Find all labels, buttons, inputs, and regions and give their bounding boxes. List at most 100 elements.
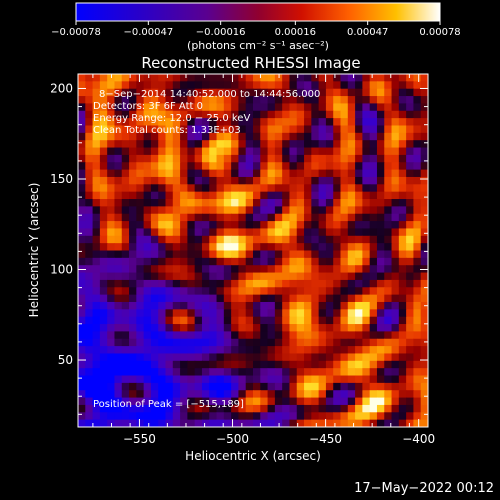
heatmap-cell (78, 162, 86, 171)
heatmap-cell (274, 265, 283, 274)
heatmap-cell (384, 191, 393, 200)
heatmap-cell (289, 294, 298, 303)
heatmap-cell (333, 221, 342, 230)
heatmap-cell (180, 368, 188, 377)
heatmap-cell (107, 294, 116, 303)
heatmap-cell (274, 110, 283, 119)
heatmap-cell (391, 199, 400, 207)
heatmap-cell (231, 243, 240, 252)
heatmap-cell (121, 316, 130, 325)
heatmap-cell (187, 309, 196, 318)
heatmap-cell (296, 199, 305, 207)
heatmap-cell (260, 272, 269, 281)
heatmap-cell (187, 331, 196, 340)
heatmap-cell (362, 338, 371, 347)
heatmap-cell (267, 265, 276, 274)
heatmap-cell (304, 96, 312, 105)
heatmap-cell (282, 404, 291, 413)
heatmap-cell (296, 294, 305, 303)
heatmap-cell (172, 169, 181, 178)
heatmap-cell (304, 74, 312, 82)
heatmap-cell (180, 154, 188, 163)
heatmap-cell (245, 191, 254, 200)
heatmap-cell (347, 346, 356, 355)
heatmap-cell (223, 331, 232, 340)
heatmap-cell (325, 118, 334, 127)
heatmap-cell (333, 162, 342, 171)
heatmap-cell (340, 81, 349, 90)
heatmap-cell (420, 103, 428, 112)
heatmap-cell (223, 228, 232, 237)
x-tick-label: −400 (402, 432, 435, 446)
heatmap-cell (201, 228, 210, 237)
heatmap-cell (143, 287, 152, 296)
heatmap-cell (78, 154, 86, 163)
heatmap-cell (289, 353, 298, 362)
heatmap-cell (391, 265, 400, 274)
heatmap-cell (180, 103, 188, 112)
heatmap-cell (282, 132, 291, 141)
heatmap-cell (296, 81, 305, 90)
heatmap-cell (296, 147, 305, 156)
heatmap-cell (311, 228, 320, 237)
heatmap-cell (325, 324, 334, 332)
heatmap-cell (158, 74, 167, 82)
heatmap-cell (209, 140, 218, 149)
heatmap-cell (325, 257, 334, 266)
heatmap-cell (355, 132, 363, 141)
heatmap-cell (194, 279, 203, 288)
heatmap-cell (223, 213, 232, 222)
heatmap-cell (107, 309, 116, 318)
heatmap-cell (376, 213, 385, 222)
heatmap-cell (398, 375, 407, 384)
heatmap-cell (107, 81, 116, 90)
heatmap-cell (267, 397, 276, 406)
heatmap-cell (253, 110, 261, 119)
heatmap-cell (165, 110, 174, 119)
heatmap-cell (78, 88, 86, 97)
heatmap-cell (289, 221, 298, 230)
heatmap-cell (172, 88, 181, 97)
heatmap-cell (406, 199, 415, 207)
heatmap-cell (325, 404, 334, 413)
heatmap-cell (391, 184, 400, 193)
heatmap-cell (187, 96, 196, 105)
heatmap-cell (420, 88, 428, 97)
heatmap-cell (231, 353, 240, 362)
heatmap-cell (245, 162, 254, 171)
heatmap-cell (78, 309, 86, 318)
heatmap-cell (376, 176, 385, 185)
heatmap-cell (333, 397, 342, 406)
heatmap-cell (289, 324, 298, 332)
heatmap-cell (216, 419, 225, 427)
heatmap-cell (107, 257, 116, 266)
heatmap-cell (274, 316, 283, 325)
heatmap-cell (114, 103, 123, 112)
heatmap-cell (362, 279, 371, 288)
heatmap-cell (172, 125, 181, 134)
heatmap-cell (355, 118, 363, 127)
heatmap-cell (384, 382, 393, 391)
heatmap-cell (245, 272, 254, 281)
heatmap-cell (201, 279, 210, 288)
heatmap-cell (413, 162, 422, 171)
heatmap-cell (216, 331, 225, 340)
heatmap-cell (143, 221, 152, 230)
heatmap-cell (223, 243, 232, 252)
heatmap-cell (201, 390, 210, 399)
heatmap-cell (369, 294, 378, 303)
heatmap-cell (376, 390, 385, 399)
heatmap-cell (304, 309, 312, 318)
heatmap-cell (260, 331, 269, 340)
heatmap-cell (398, 243, 407, 252)
heatmap-cell (304, 228, 312, 237)
heatmap-cell (216, 235, 225, 244)
heatmap-cell (85, 397, 94, 406)
heatmap-cell (253, 346, 261, 355)
heatmap-cell (165, 265, 174, 274)
heatmap-cell (369, 206, 378, 215)
heatmap-cell (274, 368, 283, 377)
heatmap-cell (238, 147, 247, 156)
heatmap-cell (187, 176, 196, 185)
heatmap-cell (78, 331, 86, 340)
